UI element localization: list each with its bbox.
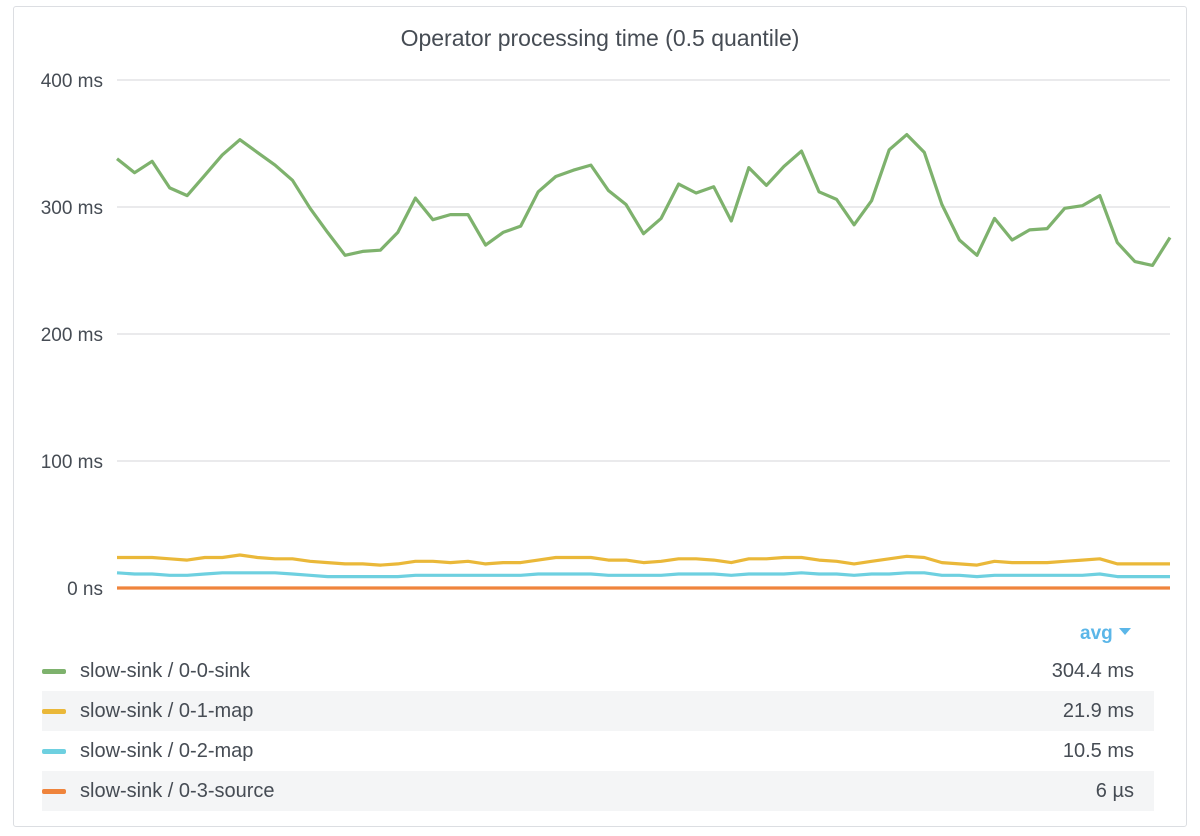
legend-header-label: avg	[1080, 623, 1113, 644]
y-tick-label: 300 ms	[41, 198, 103, 219]
legend-item-0-3-source[interactable]: slow-sink / 0-3-source 6 µs	[42, 771, 1154, 811]
legend-item-avg: 6 µs	[1095, 780, 1134, 802]
legend-swatch	[42, 789, 66, 794]
series-line-0-2-map[interactable]	[116, 571, 1170, 579]
y-axis: 0 ns 100 ms 200 ms 300 ms 400 ms	[41, 71, 103, 600]
legend-item-name: slow-sink / 0-3-source	[80, 780, 275, 802]
y-tick-label: 200 ms	[41, 325, 103, 346]
legend-item-0-1-map[interactable]: slow-sink / 0-1-map 21.9 ms	[42, 691, 1154, 731]
legend-swatch	[42, 709, 66, 714]
legend-item-name: slow-sink / 0-0-sink	[80, 660, 251, 682]
y-tick-label: 0 ns	[67, 579, 103, 600]
legend-item-avg: 21.9 ms	[1062, 700, 1134, 722]
legend-swatch	[42, 749, 66, 754]
panel-title[interactable]: Operator processing time (0.5 quantile)	[400, 25, 800, 51]
legend-swatch	[42, 669, 66, 674]
y-tick-label: 100 ms	[41, 452, 103, 473]
legend-item-name: slow-sink / 0-2-map	[80, 740, 254, 762]
series-line-0-0-sink[interactable]	[116, 133, 1172, 267]
legend-sort-avg-header[interactable]: avg	[1080, 621, 1131, 647]
y-tick-label: 400 ms	[41, 71, 103, 92]
legend: slow-sink / 0-0-sink 304.4 ms slow-sink …	[42, 651, 1154, 811]
grid	[117, 79, 1170, 589]
legend-item-0-2-map[interactable]: slow-sink / 0-2-map 10.5 ms	[42, 731, 1154, 771]
series-lines	[116, 133, 1172, 590]
legend-item-avg: 304.4 ms	[1051, 660, 1134, 682]
caret-down-icon	[1118, 628, 1131, 636]
line-chart: 0 ns 100 ms 200 ms 300 ms 400 ms	[41, 71, 1172, 600]
legend-item-avg: 10.5 ms	[1062, 740, 1134, 762]
chart-panel	[13, 6, 1187, 827]
series-line-0-1-map[interactable]	[117, 553, 1170, 567]
legend-item-name: slow-sink / 0-1-map	[80, 700, 254, 722]
legend-item-0-0-sink[interactable]: slow-sink / 0-0-sink 304.4 ms	[42, 651, 1154, 691]
